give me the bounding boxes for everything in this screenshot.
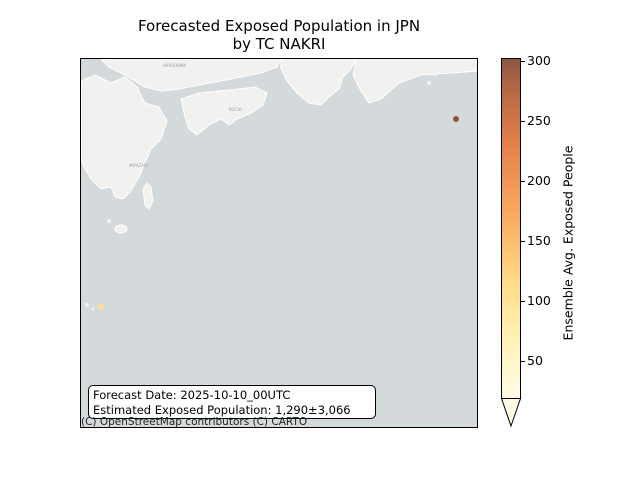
land-island	[427, 81, 431, 85]
chart-title-line2: by TC NAKRI	[232, 35, 326, 53]
map-label-miyazaki: MIYAZAKI	[129, 163, 148, 168]
colorbar-tick-mark	[521, 241, 525, 242]
colorbar-tick-mark	[521, 61, 525, 62]
colorbar-tick-100: 100	[527, 293, 551, 308]
map-attribution: (C) OpenStreetMap contributors (C) CARTO	[81, 416, 308, 428]
colorbar-tick-150: 150	[527, 233, 551, 248]
colorbar	[501, 58, 521, 428]
estimated-exposed-population: Estimated Exposed Population: 1,290±3,06…	[93, 403, 351, 417]
land-tanegashima	[142, 182, 154, 210]
colorbar-tick-mark	[521, 181, 525, 182]
colorbar-label: Ensemble Avg. Exposed People	[560, 145, 576, 341]
land-island	[433, 73, 437, 77]
chart-title-line1: Forecasted Exposed Population in JPN	[137, 17, 421, 35]
land-shikoku	[180, 86, 268, 136]
land-island	[91, 307, 95, 311]
land-island	[107, 219, 111, 223]
map-label-hiroshima: HIROSHIMA	[163, 63, 186, 68]
colorbar-tick-250: 250	[527, 113, 551, 128]
land-island	[83, 157, 87, 161]
colorbar-tick-50: 50	[527, 353, 543, 368]
land-kyushu	[81, 74, 168, 200]
colorbar-tick-mark	[521, 301, 525, 302]
colorbar-tick-200: 200	[527, 173, 551, 188]
exposure-point-high	[453, 116, 459, 122]
map-label-kochi: KOCHI	[229, 107, 242, 112]
land-honshu-west	[100, 59, 282, 92]
chart-title: Forecasted Exposed Population in JPN by …	[80, 17, 478, 53]
land-honshu-central	[352, 59, 477, 104]
colorbar-tick-mark	[521, 361, 525, 362]
land-kii	[280, 59, 357, 106]
land-island	[85, 303, 89, 307]
forecast-date: Forecast Date: 2025-10-10_00UTC	[93, 388, 291, 402]
colorbar-gradient	[501, 58, 521, 399]
forecast-info-box: Forecast Date: 2025-10-10_00UTC Estimate…	[88, 385, 376, 419]
land-yakushima	[114, 224, 128, 234]
land-island	[439, 65, 443, 69]
map-area[interactable]: HIROSHIMA KOCHI MIYAZAKI	[80, 58, 478, 428]
colorbar-extend-triangle	[501, 398, 521, 428]
exposure-point-low	[98, 304, 104, 310]
basemap: HIROSHIMA KOCHI MIYAZAKI	[81, 59, 477, 311]
colorbar-tick-300: 300	[527, 53, 551, 68]
colorbar-tick-mark	[521, 121, 525, 122]
